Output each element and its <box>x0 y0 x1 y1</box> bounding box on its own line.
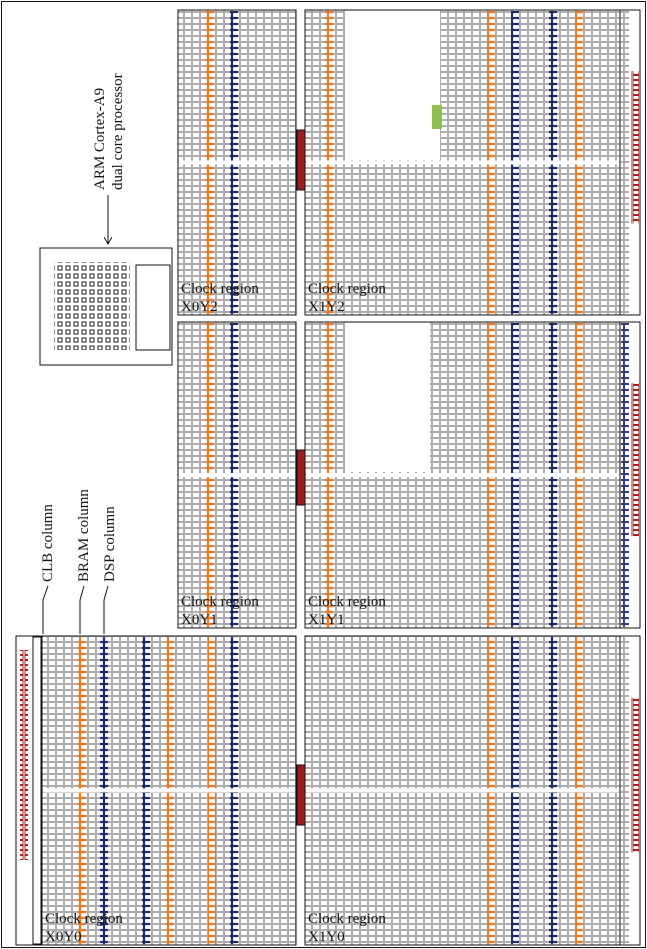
region-name: X1Y0 <box>308 929 345 945</box>
region-border <box>177 321 297 629</box>
region-label: Clock region <box>308 911 386 927</box>
processor-pins <box>54 262 130 350</box>
io-bank <box>20 650 28 860</box>
row-split <box>306 473 619 477</box>
region-label: Clock region <box>181 594 259 610</box>
region-name: X1Y2 <box>308 299 345 315</box>
io-bank <box>631 697 639 853</box>
row-split <box>179 473 295 477</box>
region-name: X0Y1 <box>181 612 218 628</box>
io-tiles <box>621 11 629 314</box>
processor-label: ARM Cortex-A9 <box>92 88 108 190</box>
region-name: X0Y0 <box>45 929 82 945</box>
row-split <box>43 788 295 793</box>
clock-buffer <box>296 129 306 191</box>
region-name: X1Y1 <box>308 612 345 628</box>
region-label: Clock region <box>181 281 259 297</box>
region-label: Clock region <box>45 911 123 927</box>
row-split <box>306 788 619 793</box>
io-bank <box>631 71 639 224</box>
region-border <box>177 9 297 316</box>
io-tiles <box>621 637 629 944</box>
regions: Clock region X0Y2 Clock region X1Y2 Clock re… <box>15 9 641 946</box>
hard-block <box>345 322 430 472</box>
io-tiles <box>621 323 629 627</box>
region-name: X0Y2 <box>181 299 218 315</box>
region-label: Clock region <box>308 594 386 610</box>
row-split <box>306 160 619 165</box>
row-split <box>179 160 295 165</box>
arrow <box>42 585 49 601</box>
pcie-block <box>432 105 442 129</box>
processor-core <box>135 264 171 351</box>
clock-buffer <box>296 449 306 506</box>
clock-buffer <box>296 764 306 826</box>
processor-label: dual core processor <box>110 73 126 190</box>
column-label: DSP column <box>102 506 118 582</box>
column-label: BRAM column <box>76 489 92 582</box>
arrow <box>79 585 85 601</box>
hard-block <box>345 10 440 160</box>
column-label: CLB column <box>40 504 56 582</box>
arrow <box>103 585 109 601</box>
io-bank <box>631 383 639 537</box>
io-tiles <box>32 636 42 945</box>
region-label: Clock region <box>308 281 386 297</box>
